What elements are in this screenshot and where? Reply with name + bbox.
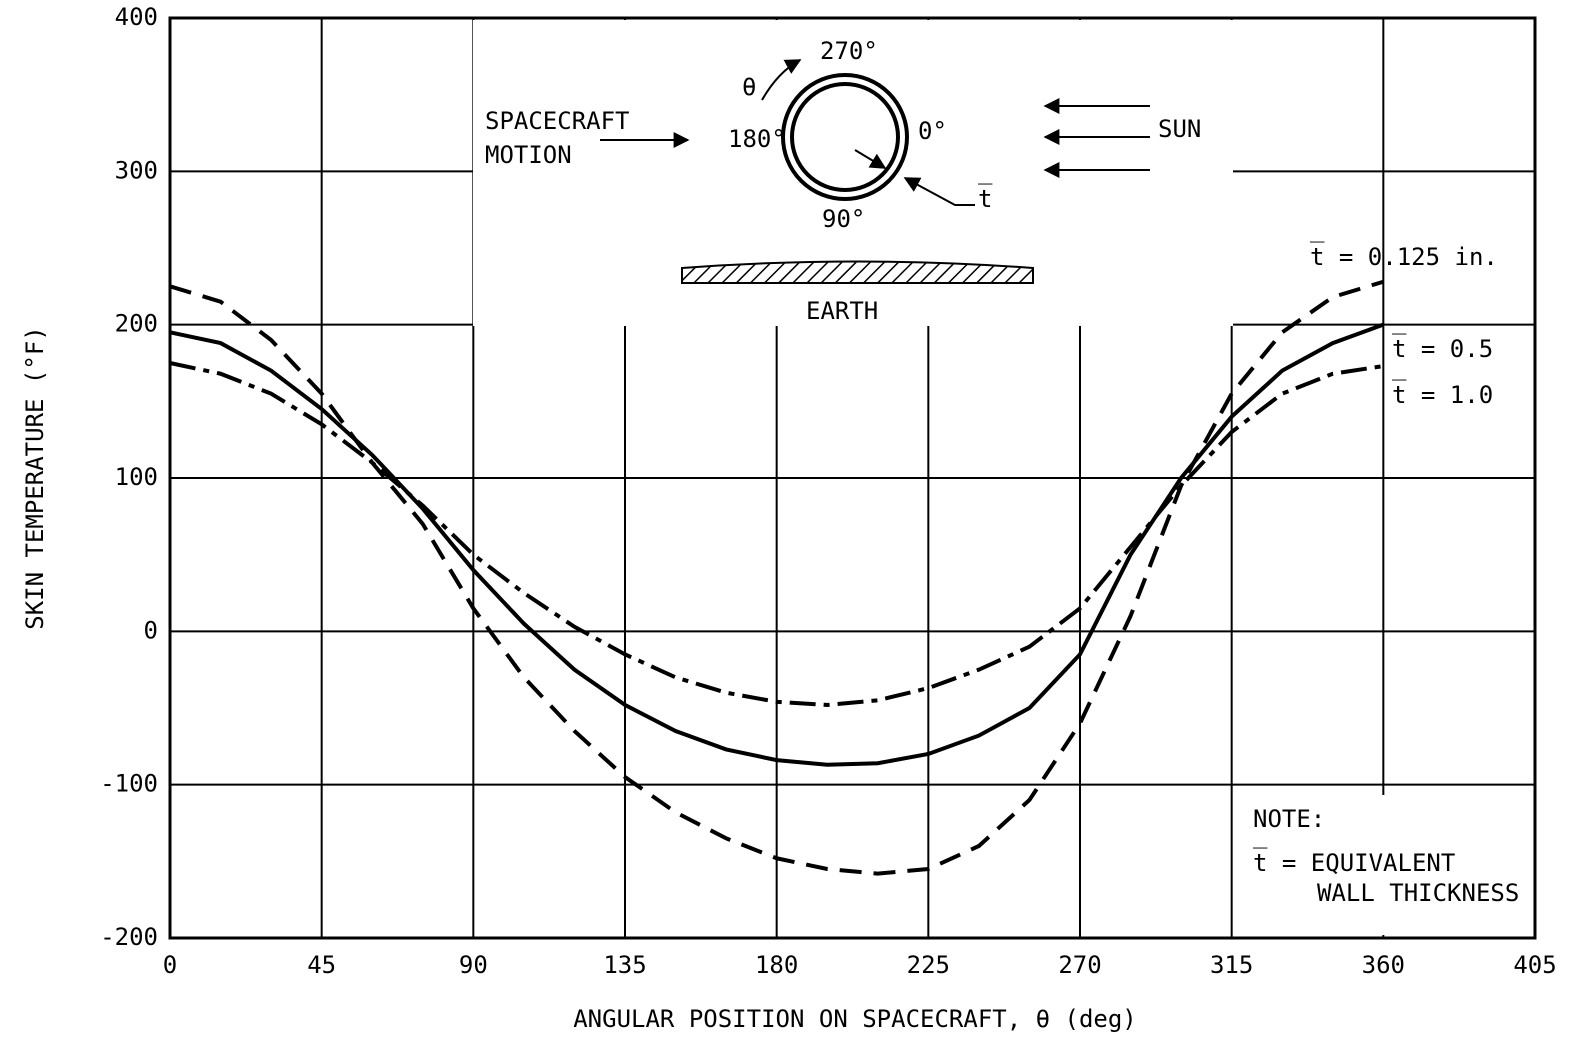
annotation: WALL THICKNESS <box>1317 879 1519 907</box>
spacecraft-outer <box>781 73 909 201</box>
earth <box>681 260 1034 284</box>
series-label: t̅ = 0.125 in. <box>1310 241 1498 271</box>
y-tick-label: -100 <box>100 770 158 798</box>
line <box>169 361 1384 707</box>
x-tick-label: 315 <box>1210 951 1253 979</box>
annotation: NOTE: <box>1253 805 1325 833</box>
y-tick-label: 300 <box>115 156 158 184</box>
annotation: MOTION <box>485 141 572 169</box>
x-tick-label: 0 <box>163 951 177 979</box>
y-tick-label: 400 <box>115 3 158 31</box>
line <box>169 322 1385 767</box>
x-tick-label: 135 <box>603 951 646 979</box>
inset-diagram: SPACECRAFT MOTION 270° θ 180° 0° 90° t̅ … <box>473 20 1233 326</box>
y-tick-label: 100 <box>115 463 158 491</box>
note-background <box>1240 795 1532 935</box>
annotation: SUN <box>1158 115 1201 143</box>
annotation: θ <box>742 73 756 101</box>
annotation: SPACECRAFT <box>485 107 630 135</box>
x-tick-label: 270 <box>1058 951 1101 979</box>
theta-arrow <box>761 59 802 101</box>
y-tick-label: 200 <box>115 310 158 338</box>
thickness-arrow <box>854 149 887 169</box>
annotation: t̅ <box>978 183 993 213</box>
x-axis-label: ANGULAR POSITION ON SPACECRAFT, θ (deg) <box>573 1005 1137 1033</box>
annotation: 0° <box>918 117 947 145</box>
annotation: t̅ = EQUIVALENT <box>1253 847 1455 877</box>
x-tick-label: 405 <box>1513 951 1556 979</box>
x-tick-label: 180 <box>755 951 798 979</box>
y-tick-label: 0 <box>144 616 158 644</box>
series-label: t̅ = 0.5 <box>1392 333 1493 363</box>
annotation: 90° <box>822 205 865 233</box>
annotation: EARTH <box>806 297 878 325</box>
x-tick-label: 225 <box>907 951 950 979</box>
plot-frame <box>168 16 1537 940</box>
series-label: t̅ = 1.0 <box>1392 379 1493 409</box>
x-tick-label: 360 <box>1362 951 1405 979</box>
spacecraft-inner <box>790 82 900 192</box>
thickness-arrow <box>903 177 975 206</box>
x-tick-label: 90 <box>459 951 488 979</box>
annotation: 180° <box>728 125 786 153</box>
y-axis-label: SKIN TEMPERATURE (°F) <box>21 326 49 629</box>
y-tick-label: -200 <box>100 923 158 951</box>
x-tick-label: 45 <box>307 951 336 979</box>
annotation: 270° <box>820 37 878 65</box>
